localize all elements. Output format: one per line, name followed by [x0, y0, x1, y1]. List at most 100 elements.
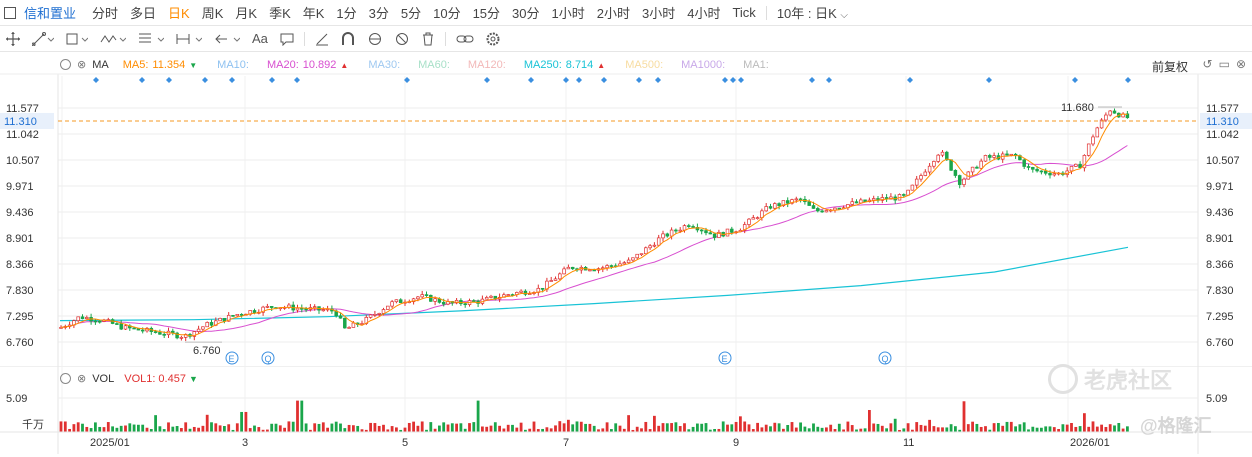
ticker[interactable]: 信和置业 [0, 3, 76, 22]
event-dot[interactable] [826, 77, 832, 83]
note-tool[interactable] [274, 32, 300, 46]
event-dot[interactable] [484, 77, 490, 83]
period-10[interactable]: 10分 [433, 6, 461, 21]
link-tool[interactable] [450, 32, 480, 46]
wave-tool[interactable] [94, 32, 132, 46]
period-14[interactable]: 2小时 [596, 6, 630, 21]
event-dot[interactable] [986, 77, 992, 83]
period-3[interactable]: 周K [201, 6, 224, 21]
period-15[interactable]: 3小时 [641, 6, 676, 21]
crosshair-tool[interactable] [0, 31, 26, 46]
event-dot[interactable] [576, 77, 582, 83]
ma-item-7[interactable]: MA500: [625, 59, 667, 71]
period-7[interactable]: 1分 [336, 6, 357, 21]
settings-gear-icon[interactable] [60, 59, 71, 70]
measure-tool[interactable] [170, 32, 208, 46]
ma-item-4[interactable]: MA60: [418, 59, 454, 71]
event-dot[interactable] [601, 77, 607, 83]
lock-tool[interactable] [361, 32, 389, 46]
vol-type[interactable]: VOL [92, 372, 115, 385]
candle-body [957, 175, 962, 185]
eraser-tool[interactable] [309, 32, 335, 46]
ma-item-8[interactable]: MA1000: [681, 59, 729, 71]
rect-tool[interactable] [60, 32, 94, 46]
candle-body [785, 200, 790, 204]
event-marker-circle[interactable] [225, 351, 239, 365]
candle-body [601, 267, 605, 270]
period-13[interactable]: 1小时 [551, 6, 585, 21]
range-select[interactable]: 10年 : 日K ⌵ [771, 3, 854, 22]
event-dot[interactable] [907, 77, 913, 83]
ma-type[interactable]: MA [92, 58, 109, 71]
ma-item-2[interactable]: MA20: 10.892 ▲ [267, 59, 354, 71]
event-marker-circle[interactable] [718, 351, 732, 365]
volume-chart[interactable]: 5.09 5.09 千万 2025/01 3 5 7 9 11 2026/01 ⊗ VOL VOL… [0, 365, 1252, 454]
period-1[interactable]: 多日 [130, 6, 157, 21]
period-4[interactable]: 月K [235, 6, 258, 21]
event-marker-q[interactable]: Q [265, 354, 272, 364]
close-x-icon[interactable]: ⊗ [77, 59, 87, 71]
adjust-button[interactable]: 前复权 [1151, 60, 1188, 74]
event-dot[interactable] [139, 77, 145, 83]
event-dot[interactable] [202, 77, 208, 83]
volume-bar [812, 423, 815, 432]
ma-item-5[interactable]: MA120: [468, 59, 510, 71]
period-17[interactable]: Tick [732, 5, 756, 20]
hide-tool[interactable] [389, 32, 415, 46]
settings-gear-icon[interactable] [60, 373, 71, 384]
period-12[interactable]: 30分 [512, 6, 540, 21]
event-dot[interactable] [294, 77, 300, 83]
ma-item-6[interactable]: MA250: 8.714 ▲ [524, 59, 611, 71]
event-dot[interactable] [93, 77, 99, 83]
magnet-tool[interactable] [335, 31, 361, 46]
arrow-tool[interactable] [208, 32, 246, 46]
delete-tool[interactable] [415, 32, 441, 46]
event-dot[interactable] [730, 77, 736, 83]
event-marker-circle[interactable] [261, 351, 275, 365]
ma-item-9[interactable]: MA1: [743, 59, 773, 71]
event-dot[interactable] [528, 77, 534, 83]
line-tool[interactable] [26, 31, 60, 46]
event-marker-circle[interactable] [878, 351, 892, 365]
event-dot[interactable] [738, 77, 744, 83]
period-8[interactable]: 3分 [368, 6, 389, 21]
event-dot[interactable] [166, 77, 172, 83]
event-marker-e[interactable]: E [722, 354, 728, 364]
period-5[interactable]: 季K [269, 6, 291, 21]
event-dot[interactable] [636, 77, 642, 83]
ma-item-1[interactable]: MA10: [217, 59, 253, 71]
period-9[interactable]: 5分 [400, 6, 422, 21]
ticker-name[interactable]: 信和置业 [24, 6, 77, 21]
ma-item-0[interactable]: MA5: 11.354 ▼ [123, 59, 203, 71]
settings-tool[interactable] [480, 32, 506, 46]
close-icon[interactable]: ⊗ [1235, 57, 1246, 71]
volume-chart-svg[interactable]: 5.09 5.09 千万 2025/01 3 5 7 9 11 2026/01 [0, 365, 1252, 454]
event-dot[interactable] [655, 77, 661, 83]
close-x-icon[interactable]: ⊗ [77, 373, 87, 385]
fib-tool[interactable] [132, 32, 170, 46]
period-2[interactable]: 日K [168, 6, 190, 21]
trend-line-icon [32, 31, 54, 46]
event-dot[interactable] [809, 77, 815, 83]
price-chart[interactable]: 11.577 11.577 11.042 11.042 10.507 10.507 9.97… [0, 52, 1252, 366]
event-dot[interactable] [1072, 77, 1078, 83]
event-marker-q[interactable]: Q [882, 354, 889, 364]
volume-bar [524, 429, 527, 432]
sidebar-toggle-icon[interactable] [4, 6, 16, 19]
collapse-icon[interactable]: ▭ [1218, 57, 1230, 71]
event-dot[interactable] [1125, 77, 1131, 83]
period-0[interactable]: 分时 [92, 6, 119, 21]
period-16[interactable]: 4小时 [687, 6, 721, 21]
ma-item-3[interactable]: MA30: [368, 59, 404, 71]
event-dot[interactable] [229, 77, 235, 83]
undo-icon[interactable]: ↺ [1202, 57, 1213, 71]
text-tool[interactable]: Aa [246, 31, 274, 46]
period-6[interactable]: 年K [302, 6, 325, 21]
event-dot[interactable] [269, 77, 275, 83]
price-chart-svg[interactable]: 11.577 11.577 11.042 11.042 10.507 10.507 9.97… [0, 52, 1252, 366]
event-dot[interactable] [722, 77, 728, 83]
event-marker-e[interactable]: E [229, 354, 235, 364]
event-dot[interactable] [404, 77, 410, 83]
period-11[interactable]: 15分 [472, 6, 501, 21]
event-dot[interactable] [563, 77, 569, 83]
